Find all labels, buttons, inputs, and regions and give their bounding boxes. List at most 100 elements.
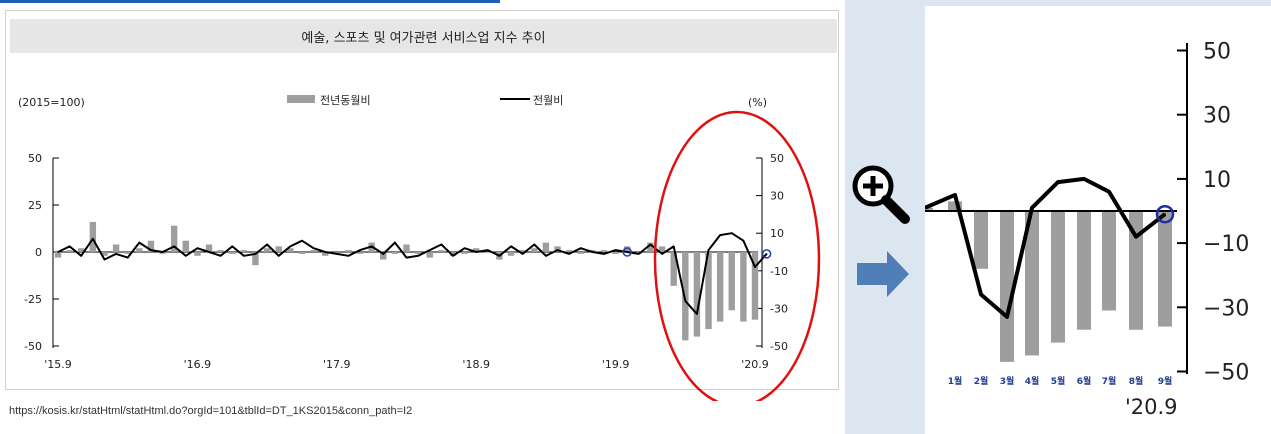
zoom-bar (1102, 211, 1116, 311)
line-point (266, 243, 268, 246)
bar (391, 252, 399, 254)
line-point (219, 254, 222, 257)
left-tick-label: -50 (24, 340, 42, 353)
bar (600, 250, 608, 252)
zoom-line-point (1031, 206, 1033, 209)
bar (345, 250, 352, 252)
bar (484, 252, 492, 253)
line-point (324, 251, 326, 253)
zoom-chart: 50 30 10 −10 −30 −50 1월 2월 3월 4월 5월 6월 7월 8월 9월 '20.9 (925, 40, 1249, 419)
zoom-bar (1158, 211, 1172, 327)
chart-title: 예술, 스포츠 및 여가관련 서비스업 지수 추이 (10, 19, 837, 53)
bar (624, 246, 631, 252)
zoom-bar (1000, 211, 1014, 362)
line-point (649, 243, 652, 246)
line-point (289, 245, 292, 248)
line-point (68, 245, 71, 248)
bar (612, 252, 619, 254)
line-point (487, 249, 489, 251)
line-point (405, 256, 408, 259)
bar (54, 252, 62, 258)
line-point (184, 254, 187, 257)
bar (751, 252, 759, 320)
line-point (707, 249, 710, 251)
zoom-line-point (1006, 315, 1008, 318)
left-tick-label: 25 (28, 199, 42, 212)
line-point (336, 253, 338, 255)
bar (542, 242, 550, 252)
bar (507, 252, 515, 256)
x-tick-label: '18.9 (462, 358, 490, 371)
zoom-month-label: 3월 (1000, 375, 1015, 387)
main-chart: (2015=100) (%) 전년동월비 전월비 50 25 0 -25 -50 50 30 10 -1… (18, 94, 821, 401)
bar (170, 225, 178, 252)
source-url: https://kosis.kr/statHtml/statHtml.do?or… (9, 405, 413, 417)
arrow-right-icon (857, 251, 909, 297)
bar (124, 252, 131, 254)
bar (705, 252, 712, 330)
x-tick-label: '15.9 (44, 358, 72, 371)
zoom-marker-circle (1155, 204, 1175, 224)
line-point (243, 254, 245, 257)
bar (112, 244, 120, 252)
line-point (382, 253, 385, 255)
line-point (161, 251, 164, 253)
zoom-line-point (1164, 213, 1166, 216)
line-point (591, 251, 594, 253)
line-point (370, 245, 373, 248)
bar (658, 246, 666, 252)
zoom-bar (1129, 211, 1143, 330)
zoom-bar (1077, 211, 1091, 330)
legend-swatch-bar (287, 95, 315, 103)
zoom-month-label: 2월 (974, 375, 989, 387)
bar (229, 252, 236, 254)
line-point (579, 247, 582, 250)
zoom-bar (925, 207, 933, 211)
bar (194, 252, 201, 256)
line-point (138, 241, 141, 244)
top-strip (0, 0, 845, 6)
line-point (208, 251, 210, 253)
unit-label: (%) (748, 96, 767, 109)
x-tick-label: '17.9 (323, 358, 351, 371)
bar (414, 252, 422, 254)
line-point (347, 254, 350, 257)
bar (380, 252, 387, 260)
line-point (754, 266, 756, 268)
zoom-tick-label: −30 (1203, 296, 1249, 321)
bar (716, 252, 724, 322)
bar (287, 248, 294, 252)
bar (403, 244, 410, 252)
x-tick-label: '16.9 (184, 358, 212, 371)
line-point (452, 254, 454, 257)
bar (147, 240, 155, 252)
zoom-bar (1025, 211, 1039, 356)
zoom-bar (948, 201, 962, 211)
line-point (742, 239, 745, 242)
zoom-bar (1051, 211, 1065, 343)
right-tick-label: -30 (770, 302, 788, 315)
bar (321, 252, 329, 256)
marker-circle (622, 247, 632, 257)
zoom-line-point (1108, 190, 1110, 193)
line-point (428, 249, 431, 251)
line-point (312, 247, 315, 250)
line-point (196, 247, 199, 250)
line-point (475, 251, 478, 253)
right-tick-label: 30 (770, 190, 784, 203)
line-point (498, 254, 501, 257)
line-point (521, 253, 524, 255)
line-point (626, 251, 629, 253)
bar (473, 248, 480, 252)
main-chart-panel: 예술, 스포츠 및 여가관련 서비스업 지수 추이 (2015=100) (%) 전… (0, 6, 845, 434)
bar (275, 246, 282, 252)
line-point (359, 249, 361, 251)
bar (565, 250, 573, 252)
zoom-tick-label: 50 (1203, 40, 1231, 65)
zoom-tick-label: −50 (1203, 361, 1249, 386)
zoom-line-point (1057, 181, 1059, 184)
line-series (57, 232, 768, 315)
line-point (417, 254, 419, 257)
bar (78, 248, 85, 252)
line-point (277, 254, 280, 257)
